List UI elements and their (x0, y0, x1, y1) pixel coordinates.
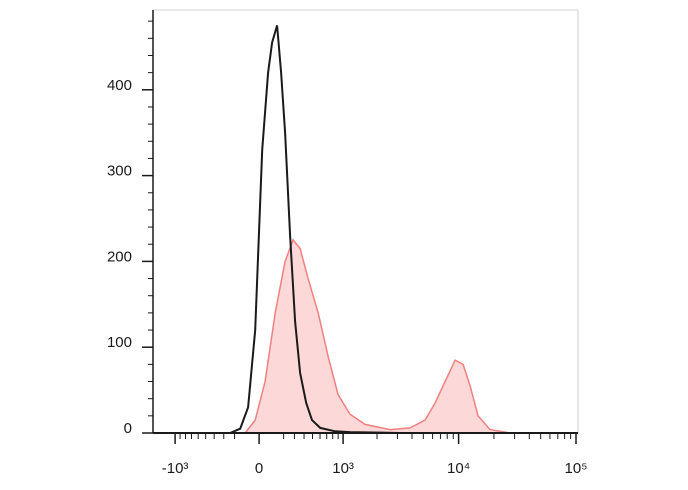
y-tick-label: 0 (124, 420, 132, 437)
x-tick-label: 10³ (332, 460, 354, 477)
x-tick-label: 10⁴ (447, 460, 470, 477)
x-tick-label: 0 (255, 460, 263, 477)
y-tick-label: 200 (107, 248, 132, 265)
histogram-line (229, 25, 501, 434)
area-fill (245, 239, 511, 433)
histogram-line (244, 238, 511, 434)
y-tick-label: 100 (107, 334, 132, 351)
y-tick-label: 400 (107, 77, 132, 94)
x-tick-label: 10⁵ (565, 460, 588, 477)
y-tick-label: 300 (107, 163, 132, 180)
x-tick-label: -10³ (162, 460, 189, 477)
